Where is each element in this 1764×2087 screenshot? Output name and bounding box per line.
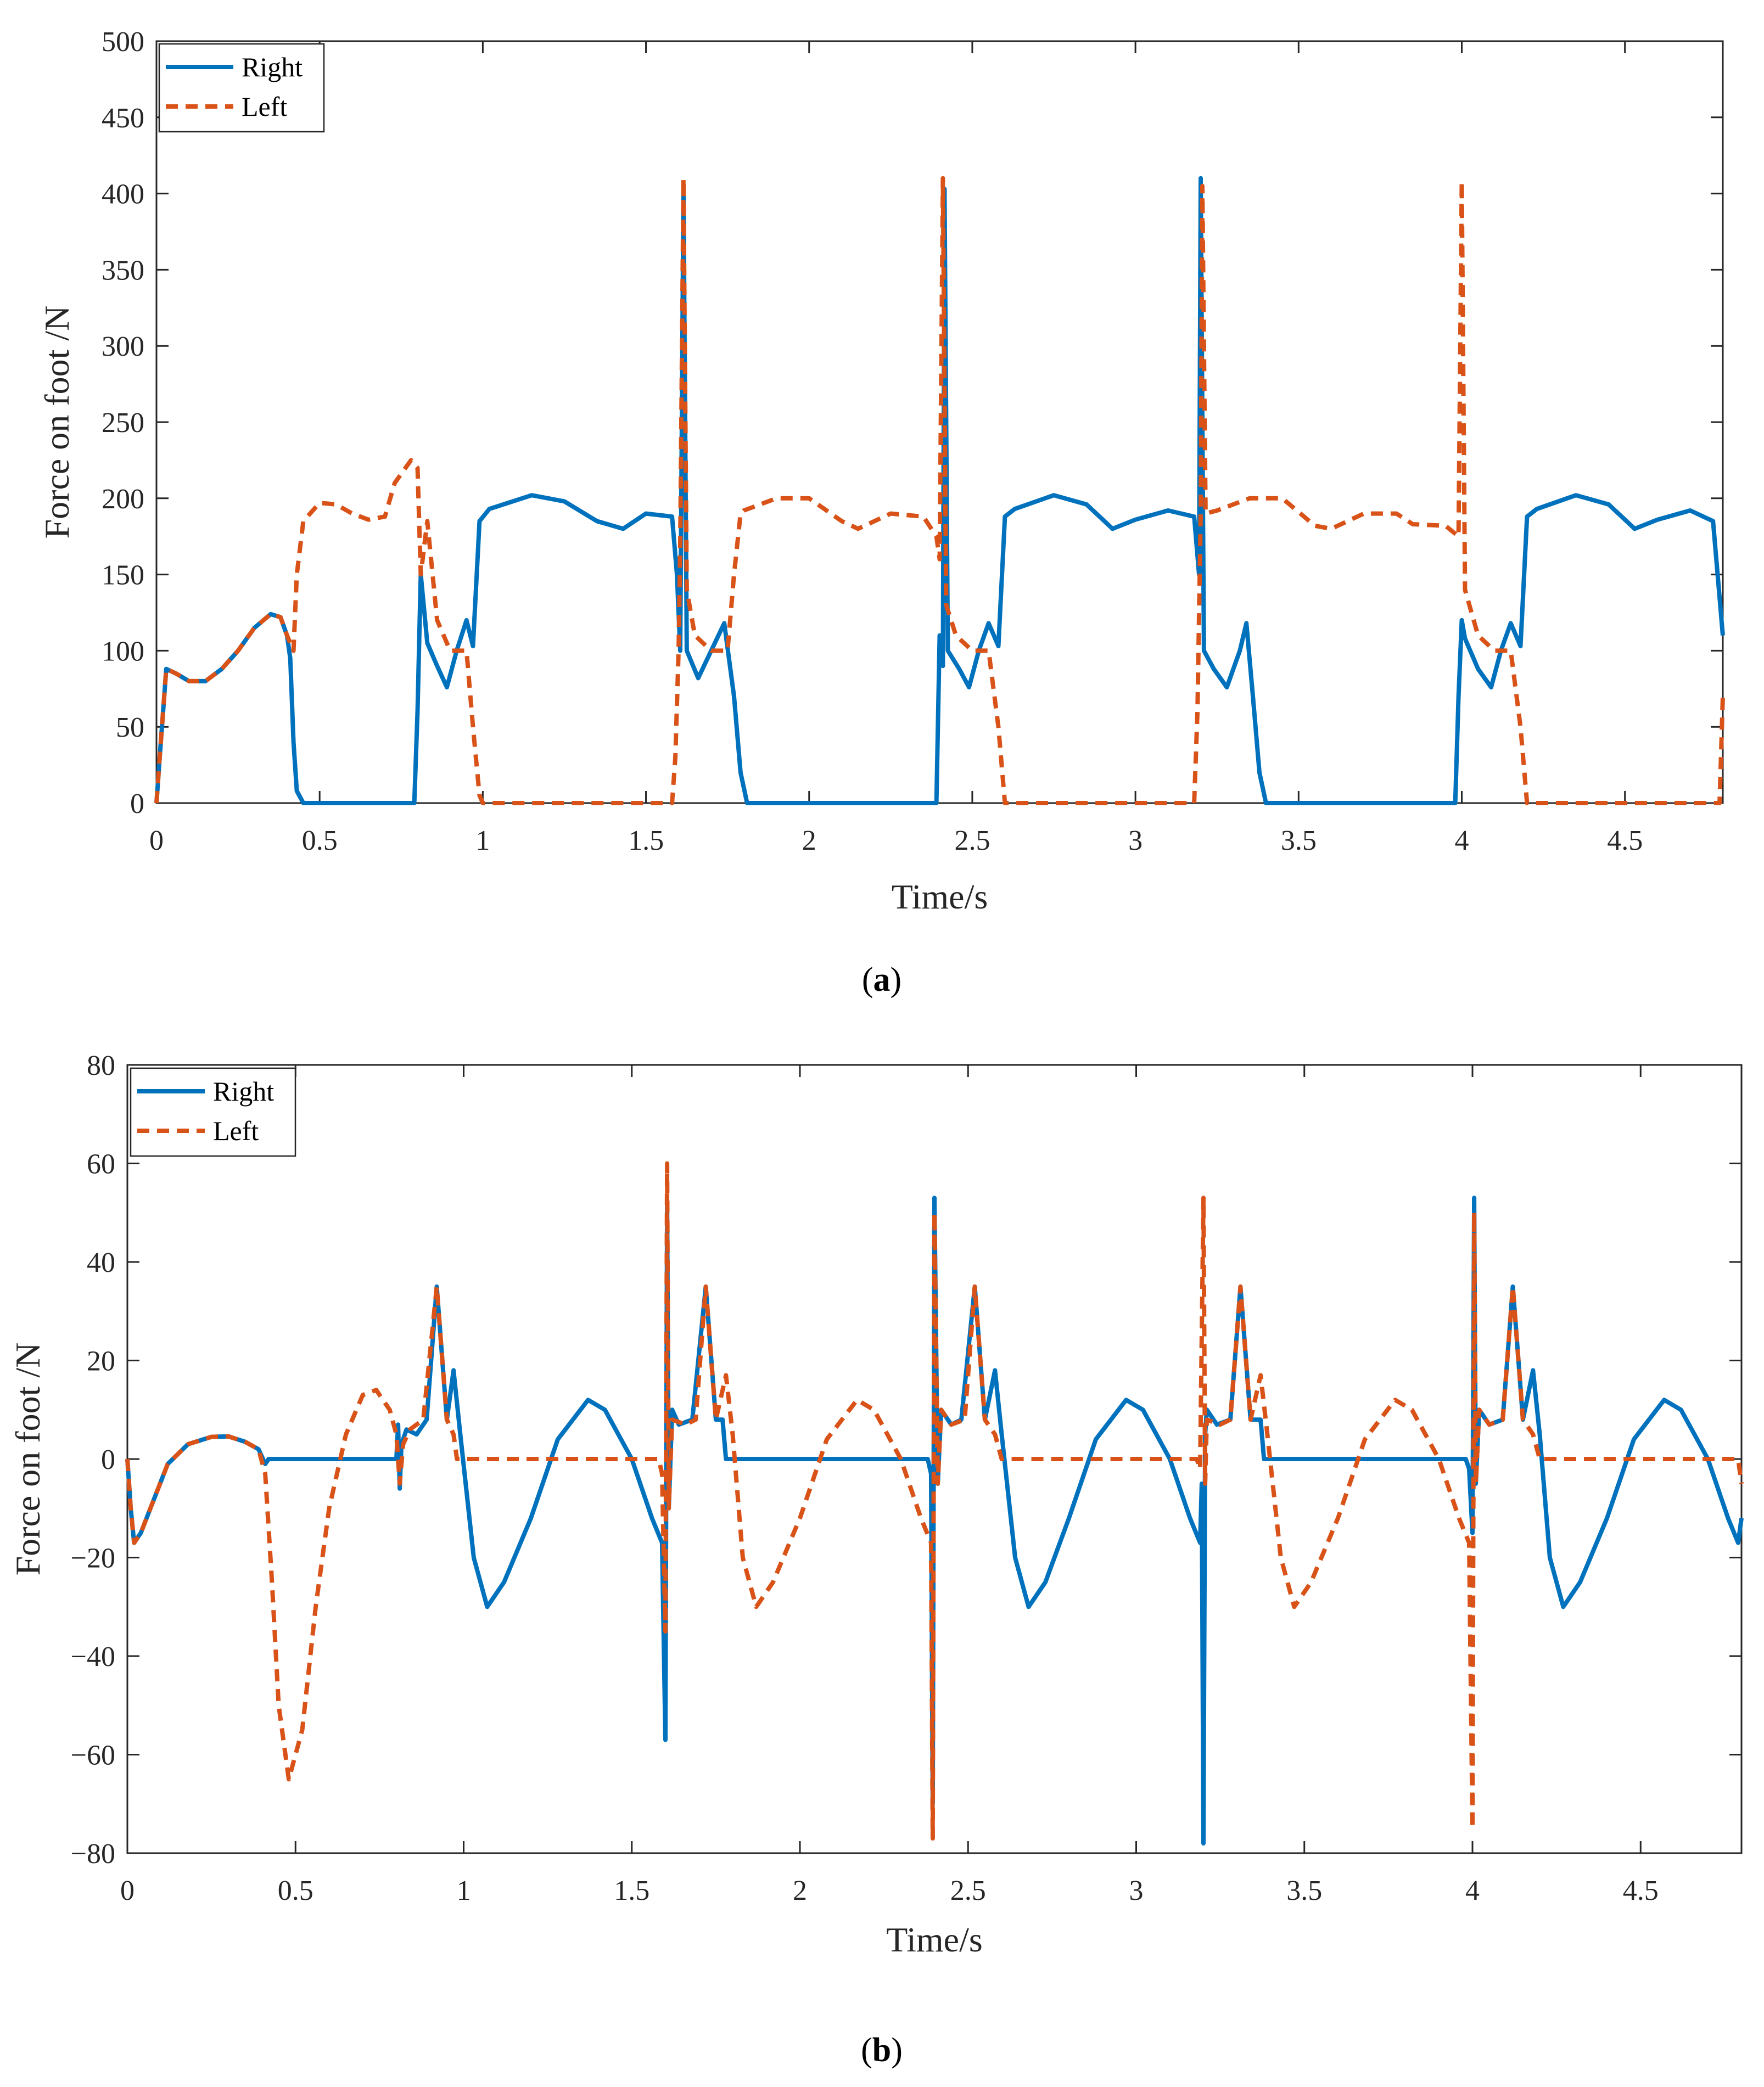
x-tick-label: 2.5: [954, 825, 990, 856]
x-tick-label: 0: [149, 825, 164, 856]
y-tick-label: 300: [102, 331, 144, 362]
y-tick-labels-a: 0 50 100 150 200 250 300 350 400 450 500: [102, 26, 144, 820]
y-tick-label: −60: [71, 1740, 115, 1771]
legend-box-a: [158, 43, 325, 133]
y-tick-label: −40: [71, 1641, 115, 1673]
axis-ticks-a: [155, 40, 1723, 804]
y-tick-label: 500: [102, 26, 144, 58]
x-axis-label-b: Time/s: [886, 1920, 983, 1959]
x-tick-label: 0: [120, 1875, 135, 1906]
x-tick-label: 4: [1455, 825, 1469, 856]
y-tick-label: 20: [87, 1346, 115, 1377]
legend-b: Right Left: [130, 1067, 296, 1157]
panel-caption-letter-a: a: [873, 961, 891, 998]
x-tick-label: 3.5: [1286, 1875, 1322, 1906]
x-tick-label: 4.5: [1623, 1875, 1659, 1906]
x-tick-label: 3: [1129, 1875, 1144, 1906]
x-tick-label: 2: [802, 825, 816, 856]
y-tick-label: 0: [130, 788, 144, 820]
y-tick-label: 150: [102, 560, 144, 591]
legend-box-b: [130, 1067, 296, 1157]
x-tick-label: 2: [793, 1875, 807, 1906]
x-tick-label: 1: [457, 1875, 471, 1906]
x-tick-label: 4.5: [1607, 825, 1643, 856]
y-tick-label: 80: [87, 1050, 115, 1081]
y-axis-label-a: Force on foot /N: [37, 306, 76, 539]
y-tick-label: −80: [71, 1838, 115, 1870]
x-axis-label-a: Time/s: [892, 877, 988, 916]
series-line-left-b: [125, 1161, 1744, 1841]
x-tick-label: 4: [1465, 1875, 1480, 1906]
panel-caption-b: (b): [861, 2032, 903, 2069]
series-group-b: [125, 1161, 1744, 1846]
axis-ticks-b: [126, 1064, 1741, 1854]
series-line-left-a: [154, 176, 1725, 805]
chart-panel-a: 0 50 100 150 200 250 300 350 400 450 500 0 0.5 1 1.5 2…: [37, 26, 1725, 998]
x-tick-labels-b: 0 0.5 1 1.5 2 2.5 3 3.5 4 4.5: [120, 1875, 1659, 1906]
x-tick-label: 1: [475, 825, 490, 856]
x-tick-label: 0.5: [278, 1875, 313, 1906]
x-tick-labels-a: 0 0.5 1 1.5 2 2.5 3 3.5 4 4.5: [149, 825, 1643, 856]
y-tick-label: 40: [87, 1247, 115, 1278]
chart-panel-b: −80 −60 −40 −20 0 20 40 60 80 0 0.5 1 1.5 2 2.5 3 3.5 4 4…: [8, 1050, 1744, 2069]
y-tick-label: 250: [102, 407, 144, 439]
panel-caption-letter-b: b: [872, 2032, 891, 2069]
panel-caption-a: (a): [862, 961, 901, 998]
x-tick-label: 3.5: [1281, 825, 1317, 856]
y-tick-label: 350: [102, 255, 144, 286]
y-tick-label: 60: [87, 1149, 115, 1180]
y-tick-label: 50: [116, 712, 144, 743]
y-tick-label: −20: [71, 1543, 115, 1574]
legend-a: Right Left: [158, 43, 325, 133]
legend-label-left-a: Left: [242, 91, 287, 122]
x-tick-label: 0.5: [302, 825, 338, 856]
y-tick-label: 0: [101, 1444, 115, 1476]
y-tick-label: 100: [102, 636, 144, 667]
legend-label-left-b: Left: [213, 1115, 259, 1146]
legend-label-right-b: Right: [213, 1076, 274, 1107]
x-tick-label: 1.5: [614, 1875, 649, 1906]
y-tick-labels-b: −80 −60 −40 −20 0 20 40 60 80: [71, 1050, 115, 1870]
x-tick-label: 1.5: [628, 825, 664, 856]
y-axis-label-b: Force on foot /N: [8, 1343, 47, 1576]
x-tick-label: 3: [1128, 825, 1143, 856]
legend-label-right-a: Right: [242, 52, 303, 82]
y-tick-label: 400: [102, 179, 144, 210]
series-group-a: [154, 176, 1725, 805]
y-tick-label: 200: [102, 484, 144, 515]
series-line-right-a: [154, 176, 1725, 805]
x-tick-label: 2.5: [950, 1875, 986, 1906]
y-tick-label: 450: [102, 103, 144, 134]
